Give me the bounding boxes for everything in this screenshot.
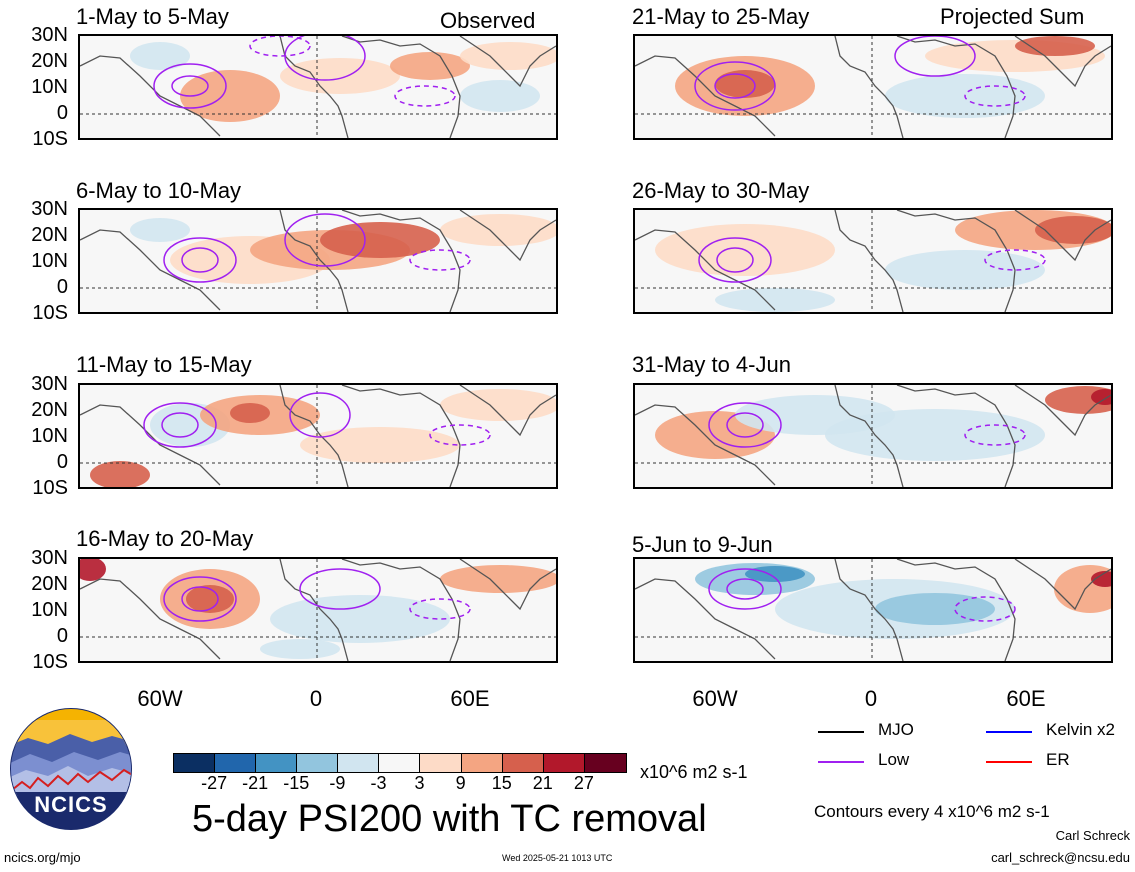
legend-low-line <box>818 761 864 763</box>
logo-text: NCICS <box>34 792 108 817</box>
colorbar <box>173 753 627 773</box>
colorbar-tick: 15 <box>491 773 512 793</box>
site-link[interactable]: ncics.org/mjo <box>4 850 81 865</box>
colorbar-units: x10^6 m2 s-1 <box>640 762 748 782</box>
lon-label-60e-left: 60E <box>450 686 490 711</box>
lon-label-0-right: 0 <box>864 686 878 711</box>
colorbar-swatch <box>584 754 626 772</box>
colorbar-tick: -9 <box>329 773 346 793</box>
colorbar-swatch <box>461 754 503 772</box>
colorbar-swatch <box>543 754 585 772</box>
contour-note: Contours every 4 x10^6 m2 s-1 <box>814 802 1050 821</box>
panel-title-4: 16-May to 20-May <box>76 526 254 551</box>
map-panel-1 <box>78 34 558 140</box>
colorbar-tick: 21 <box>532 773 553 793</box>
legend-kelvin-line <box>986 731 1032 733</box>
lat-label: 20N <box>31 573 68 595</box>
lat-label: 10S <box>32 477 68 499</box>
lon-label-60w-right: 60W <box>692 686 738 711</box>
lat-label: 20N <box>31 399 68 421</box>
panel-title-7: 31-May to 4-Jun <box>632 352 791 377</box>
colorbar-swatch <box>379 754 421 772</box>
lat-label: 0 <box>56 451 68 473</box>
panel-title-8: 5-Jun to 9-Jun <box>632 532 773 557</box>
ncics-logo: NCICS <box>8 706 134 832</box>
lat-label: 10S <box>32 302 68 324</box>
author: Carl Schreck <box>1055 828 1130 843</box>
colorbar-tick: -27 <box>201 773 228 793</box>
lon-label-0-left: 0 <box>309 686 323 711</box>
lat-label: 0 <box>56 625 68 647</box>
lat-label: 0 <box>56 276 68 298</box>
lon-label-60w-left: 60W <box>137 686 183 711</box>
lon-label-60e-right: 60E <box>1006 686 1046 711</box>
map-panel-7 <box>633 383 1113 489</box>
map-panel-6 <box>633 208 1113 314</box>
map-panel-4 <box>78 557 558 663</box>
colorbar-swatch <box>215 754 257 772</box>
panel-title-3: 11-May to 15-May <box>76 352 252 377</box>
colorbar-swatch <box>297 754 339 772</box>
lat-label: 20N <box>31 224 68 246</box>
panel-title-2: 6-May to 10-May <box>76 178 242 203</box>
lat-label: 10N <box>31 425 68 447</box>
colorbar-tick: -21 <box>242 773 269 793</box>
author-email[interactable]: carl_schreck@ncsu.edu <box>991 850 1130 865</box>
map-panel-2 <box>78 208 558 314</box>
panel-title-6: 26-May to 30-May <box>632 178 810 203</box>
legend-mjo-label: MJO <box>878 720 914 739</box>
colorbar-tick: 27 <box>573 773 594 793</box>
colorbar-tick: -3 <box>370 773 387 793</box>
colorbar-swatch <box>502 754 544 772</box>
colorbar-tick: 9 <box>455 773 466 793</box>
panel-title-5: 21-May to 25-May <box>632 4 810 29</box>
colorbar-tick: -15 <box>283 773 310 793</box>
map-panel-5 <box>633 34 1113 140</box>
lat-label: 10N <box>31 76 68 98</box>
colorbar-swatch <box>338 754 380 772</box>
colorbar-swatch <box>420 754 462 772</box>
colorbar-swatch <box>256 754 298 772</box>
map-panel-3 <box>78 383 558 489</box>
observed-label: Observed <box>440 8 536 33</box>
lat-label: 10N <box>31 250 68 272</box>
lat-label: 30N <box>31 373 68 395</box>
legend-low-label: Low <box>878 750 910 769</box>
legend-mjo-line <box>818 731 864 733</box>
map-panel-8 <box>633 557 1113 663</box>
colorbar-tick: 3 <box>414 773 425 793</box>
legend-er-line <box>986 761 1032 763</box>
projected-label: Projected Sum <box>940 4 1085 29</box>
lat-label: 30N <box>31 24 68 46</box>
lat-label: 10S <box>32 128 68 150</box>
colorbar-swatch <box>174 754 216 772</box>
lat-label: 20N <box>31 50 68 72</box>
panel-title-1: 1-May to 5-May <box>76 4 229 29</box>
figure-title: 5-day PSI200 with TC removal <box>192 798 707 840</box>
legend-er-label: ER <box>1046 750 1070 769</box>
lat-label: 10S <box>32 651 68 673</box>
lat-label: 0 <box>56 102 68 124</box>
lat-label: 30N <box>31 547 68 569</box>
timestamp: Wed 2025-05-21 1013 UTC <box>502 853 613 863</box>
legend-kelvin-label: Kelvin x2 <box>1046 720 1115 739</box>
lat-label: 10N <box>31 599 68 621</box>
lat-label: 30N <box>31 198 68 220</box>
